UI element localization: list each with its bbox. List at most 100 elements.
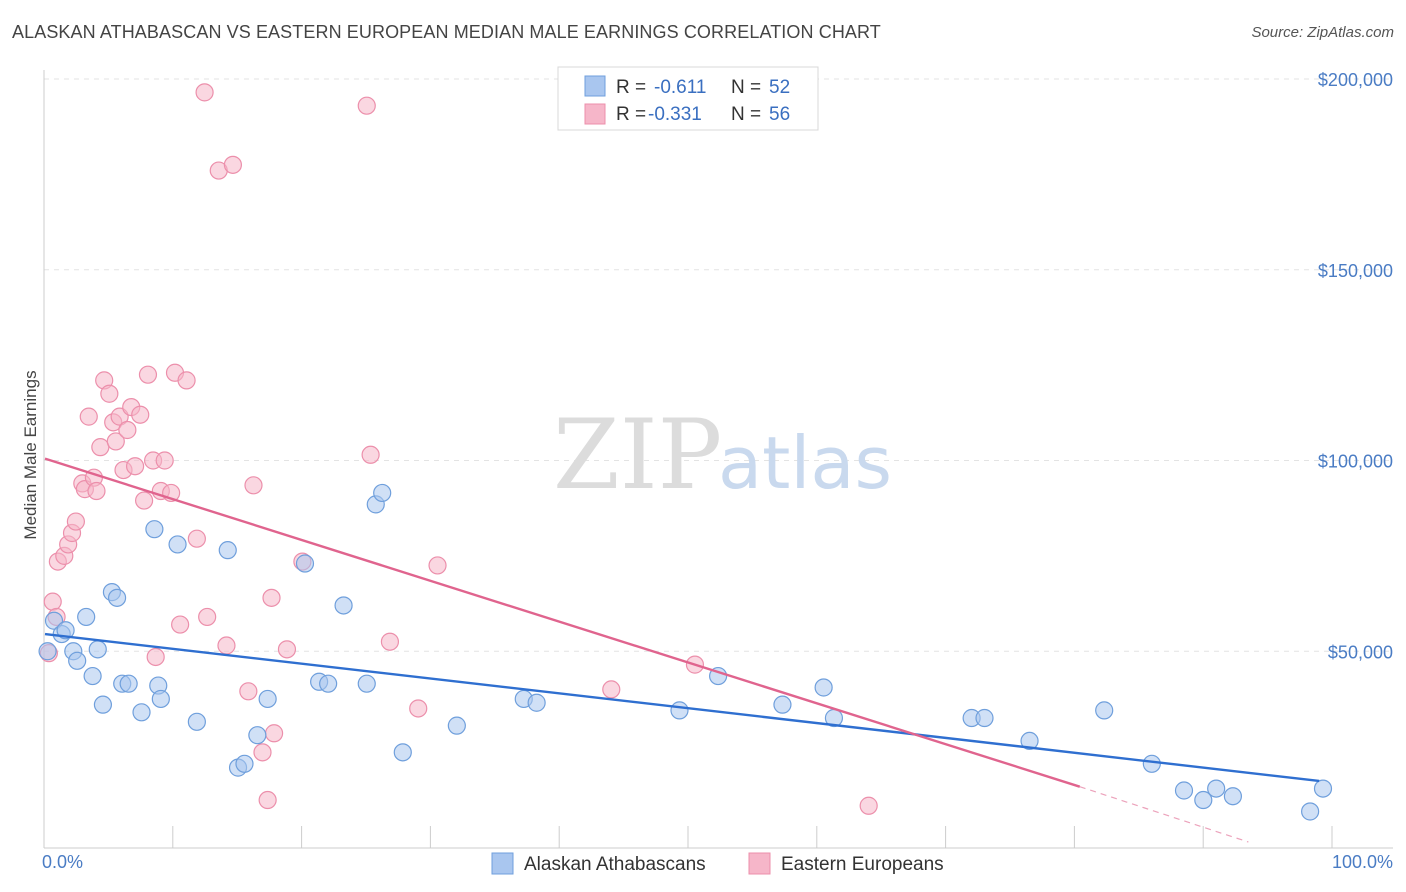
pink-point — [244, 476, 263, 495]
pink-point — [428, 556, 447, 575]
legend-r-label-1: R = — [616, 77, 646, 98]
pink-point — [380, 632, 400, 651]
pink-point — [198, 607, 217, 627]
watermark-zip: ZIP — [553, 399, 722, 511]
blue-point — [1095, 701, 1114, 720]
x-tick-label-max: 100.0% — [1332, 852, 1393, 872]
watermark: ZIP atlas — [553, 399, 892, 511]
y-axis-label: Median Male Earnings — [21, 370, 40, 539]
pink-point — [106, 432, 125, 451]
blue-point — [527, 693, 546, 712]
legend-r-label-2: R = — [616, 104, 646, 125]
blue-point — [1301, 802, 1320, 821]
blue-point — [357, 674, 376, 693]
blue-point — [670, 701, 689, 720]
pink-point — [155, 451, 174, 470]
pink-point — [43, 592, 62, 611]
pink-point — [258, 790, 277, 810]
legend-swatch-blue — [584, 75, 606, 97]
blue-point — [295, 554, 315, 573]
pink-point — [195, 83, 214, 102]
blue-point — [1194, 790, 1213, 810]
bottom-legend-label-pink: Eastern Europeans — [781, 854, 944, 875]
blue-point — [107, 588, 127, 607]
legend-n-value-1: 52 — [769, 77, 790, 98]
blue-point — [83, 666, 102, 686]
legend-r-value-2: -0.331 — [648, 104, 702, 125]
pink-point — [223, 155, 243, 174]
blue-point — [334, 596, 353, 615]
bottom-legend: Alaskan Athabascans Eastern Europeans — [491, 852, 944, 875]
blue-point — [1313, 779, 1333, 798]
y-tick-label-0: $50,000 — [1328, 642, 1393, 662]
y-tick-label-1: $100,000 — [1318, 452, 1393, 472]
pink-point — [361, 445, 380, 464]
blue-point — [56, 621, 75, 640]
pink-point — [91, 438, 110, 457]
blue-point — [1223, 787, 1243, 806]
pink-point — [125, 457, 145, 476]
pink-point — [100, 384, 119, 403]
pink-point — [264, 724, 284, 743]
source-label: Source: ZipAtlas.com — [1251, 24, 1394, 41]
pink-point — [66, 512, 85, 531]
blue-point — [145, 520, 164, 539]
blue-point — [393, 743, 412, 762]
blue-point — [319, 674, 338, 693]
legend-n-label-1: N = — [731, 77, 761, 98]
bottom-legend-label-blue: Alaskan Athabascans — [524, 854, 706, 875]
pink-point — [357, 96, 376, 115]
legend-n-value-2: 56 — [769, 104, 790, 125]
blue-point — [218, 541, 237, 560]
pink-point — [409, 699, 428, 718]
x-tick-label-min: 0.0% — [42, 852, 83, 872]
blue-point — [93, 695, 113, 714]
legend-swatch-pink — [584, 103, 606, 125]
bottom-legend-swatch-blue — [491, 852, 514, 875]
blue-point — [38, 642, 57, 661]
pink-point — [171, 615, 190, 634]
pink-point — [87, 481, 106, 501]
watermark-atlas: atlas — [718, 421, 892, 505]
trendlines — [44, 457, 1320, 843]
pink-point — [217, 636, 236, 655]
trendline-eastern-europeans — [44, 457, 1081, 788]
blue-point — [168, 535, 187, 554]
gridlines — [44, 78, 1393, 652]
trendline-alaskan-athabascans — [44, 632, 1320, 783]
pink-point — [277, 640, 297, 659]
pink-point — [134, 491, 154, 510]
legend-box: R = -0.611 N = 52 R = -0.331 N = 56 — [557, 66, 819, 131]
blue-point — [1207, 779, 1226, 798]
blue-point — [447, 716, 466, 735]
blue-point — [151, 689, 170, 709]
blue-point — [187, 712, 206, 731]
blue-point — [773, 695, 792, 714]
blue-point — [132, 703, 151, 722]
pink-point — [79, 407, 98, 426]
blue-point — [119, 674, 138, 693]
blue-point — [235, 754, 254, 773]
blue-point — [814, 678, 833, 697]
blue-point — [258, 689, 277, 709]
legend-n-label-2: N = — [731, 104, 761, 125]
y-tick-label-3: $200,000 — [1318, 70, 1393, 90]
blue-point — [77, 607, 96, 627]
blue-point — [248, 726, 267, 745]
blue-point — [975, 708, 994, 728]
pink-point — [239, 682, 258, 701]
pink-point — [262, 588, 281, 607]
chart-title: ALASKAN ATHABASCAN VS EASTERN EUROPEAN M… — [12, 22, 881, 42]
axes — [43, 70, 1393, 849]
y-tick-label-2: $150,000 — [1318, 261, 1393, 281]
blue-point — [1174, 781, 1194, 800]
pink-point — [177, 371, 196, 390]
blue-point — [1142, 754, 1161, 773]
blue-point — [373, 483, 392, 503]
series-alaskan-athabascans — [38, 483, 1333, 821]
pink-point — [131, 405, 150, 424]
blue-point — [88, 640, 107, 659]
blue-point — [1020, 731, 1039, 751]
pink-point — [146, 647, 165, 667]
